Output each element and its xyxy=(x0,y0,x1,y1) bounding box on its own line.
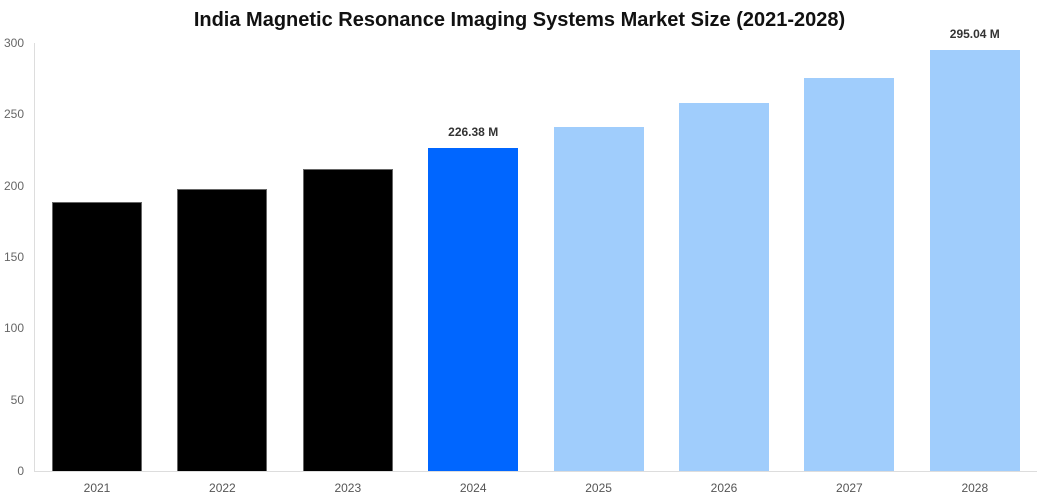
x-tick-label: 2027 xyxy=(836,481,863,495)
y-tick-label: 200 xyxy=(3,178,24,193)
x-tick-label: 2028 xyxy=(961,481,989,495)
y-tick-label: 150 xyxy=(3,250,24,264)
y-tick-label: 50 xyxy=(10,392,24,407)
chart-title: India Magnetic Resonance Imaging Systems… xyxy=(193,9,846,31)
bar-2026[interactable] xyxy=(679,103,769,471)
bar-value-label-2028: 295.04 M xyxy=(949,27,1000,42)
plot-area xyxy=(35,43,1037,471)
y-axis-line xyxy=(34,43,35,472)
x-tick-label: 2026 xyxy=(710,481,738,495)
x-tick-label: 2024 xyxy=(459,481,487,495)
x-axis-line xyxy=(34,471,1037,472)
bar-2027[interactable] xyxy=(804,77,895,471)
bar-2022[interactable] xyxy=(177,188,268,471)
bar-2023[interactable] xyxy=(302,168,393,471)
bar-2024[interactable] xyxy=(428,148,519,471)
x-tick-label: 2023 xyxy=(334,481,362,495)
bar-2021[interactable] xyxy=(52,201,142,471)
x-tick-label: 2022 xyxy=(209,481,236,495)
x-tick-label: 2025 xyxy=(585,481,612,495)
y-tick-label: 100 xyxy=(3,321,24,336)
y-tick-label: 0 xyxy=(17,464,24,478)
y-tick-label: 250 xyxy=(3,107,24,122)
y-tick-label: 300 xyxy=(3,36,24,50)
bar-value-label-2024: 226.38 M xyxy=(448,125,499,140)
bar-2025[interactable] xyxy=(553,127,644,471)
bar-2028[interactable] xyxy=(929,50,1020,471)
x-tick-label: 2021 xyxy=(83,481,111,495)
